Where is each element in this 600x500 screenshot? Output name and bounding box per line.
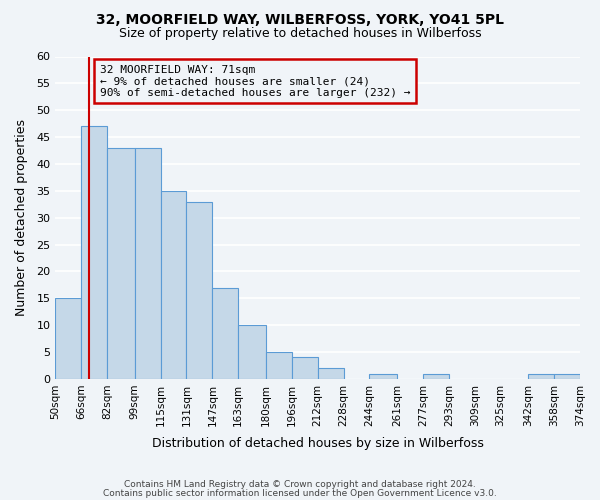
Bar [161,191,187,379]
Text: 32, MOORFIELD WAY, WILBERFOSS, YORK, YO41 5PL: 32, MOORFIELD WAY, WILBERFOSS, YORK, YO4… [96,12,504,26]
Text: Contains HM Land Registry data © Crown copyright and database right 2024.: Contains HM Land Registry data © Crown c… [124,480,476,489]
Text: Size of property relative to detached houses in Wilberfoss: Size of property relative to detached ho… [119,28,481,40]
Text: 32 MOORFIELD WAY: 71sqm
← 9% of detached houses are smaller (24)
90% of semi-det: 32 MOORFIELD WAY: 71sqm ← 9% of detached… [100,64,410,98]
Bar [134,148,161,379]
Bar [370,374,397,379]
Bar [187,202,212,379]
Bar [107,148,134,379]
Bar [238,325,266,379]
Bar [528,374,554,379]
Bar [266,352,292,379]
Bar [212,288,238,379]
Bar [317,368,344,379]
Bar [55,298,81,379]
Text: Contains public sector information licensed under the Open Government Licence v3: Contains public sector information licen… [103,489,497,498]
Bar [554,374,580,379]
Y-axis label: Number of detached properties: Number of detached properties [15,119,28,316]
Bar [423,374,449,379]
Bar [81,126,107,379]
X-axis label: Distribution of detached houses by size in Wilberfoss: Distribution of detached houses by size … [152,437,484,450]
Bar [292,358,317,379]
